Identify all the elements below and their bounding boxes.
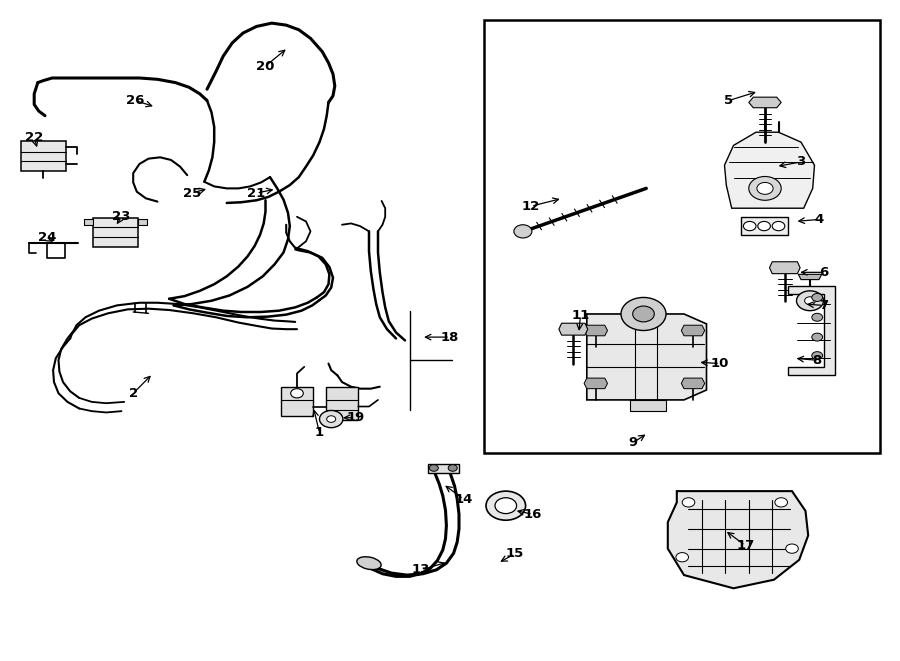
Circle shape — [805, 297, 815, 305]
Polygon shape — [559, 323, 588, 335]
Text: 17: 17 — [736, 539, 754, 552]
Text: 24: 24 — [38, 231, 56, 245]
Polygon shape — [741, 217, 788, 235]
Text: 6: 6 — [819, 266, 828, 279]
Circle shape — [775, 498, 788, 507]
Polygon shape — [584, 378, 608, 389]
Circle shape — [796, 291, 824, 311]
Text: 22: 22 — [25, 131, 43, 144]
Polygon shape — [326, 387, 358, 420]
Polygon shape — [724, 132, 814, 208]
Circle shape — [757, 182, 773, 194]
Polygon shape — [798, 274, 822, 280]
Circle shape — [495, 498, 517, 514]
Circle shape — [812, 313, 823, 321]
Text: 21: 21 — [248, 186, 266, 200]
Circle shape — [743, 221, 756, 231]
Polygon shape — [668, 491, 808, 588]
Bar — [484, 20, 880, 453]
Circle shape — [327, 416, 336, 422]
Text: 18: 18 — [441, 330, 459, 344]
Circle shape — [812, 293, 823, 301]
Polygon shape — [428, 464, 459, 473]
Text: 11: 11 — [572, 309, 590, 322]
Polygon shape — [587, 314, 707, 400]
Text: 7: 7 — [819, 299, 828, 312]
Circle shape — [676, 553, 688, 562]
Circle shape — [429, 465, 438, 471]
Text: 23: 23 — [112, 210, 130, 223]
Text: 20: 20 — [256, 59, 274, 73]
Text: 14: 14 — [454, 492, 472, 506]
Circle shape — [621, 297, 666, 330]
Circle shape — [633, 306, 654, 322]
Polygon shape — [681, 378, 705, 389]
Circle shape — [749, 176, 781, 200]
Text: 15: 15 — [506, 547, 524, 561]
Polygon shape — [630, 400, 666, 411]
Polygon shape — [681, 325, 705, 336]
Text: 19: 19 — [346, 411, 364, 424]
Polygon shape — [584, 325, 608, 336]
Text: 13: 13 — [412, 563, 430, 576]
Polygon shape — [84, 219, 93, 225]
Text: 4: 4 — [814, 213, 824, 226]
Text: 16: 16 — [524, 508, 542, 521]
Text: 26: 26 — [126, 94, 144, 107]
Circle shape — [786, 544, 798, 553]
Text: 8: 8 — [813, 354, 822, 367]
Text: 2: 2 — [129, 387, 138, 400]
Text: 9: 9 — [628, 436, 637, 449]
Text: 25: 25 — [183, 186, 201, 200]
Circle shape — [682, 498, 695, 507]
Polygon shape — [281, 387, 313, 416]
Circle shape — [812, 352, 823, 360]
Polygon shape — [749, 97, 781, 108]
Polygon shape — [770, 262, 800, 274]
Circle shape — [758, 221, 770, 231]
Polygon shape — [138, 219, 147, 225]
Circle shape — [486, 491, 526, 520]
Ellipse shape — [356, 557, 382, 570]
Polygon shape — [93, 218, 138, 247]
Text: 1: 1 — [315, 426, 324, 440]
Circle shape — [291, 389, 303, 398]
Circle shape — [320, 410, 343, 428]
Circle shape — [514, 225, 532, 238]
Polygon shape — [788, 286, 835, 375]
Circle shape — [772, 221, 785, 231]
Text: 10: 10 — [711, 357, 729, 370]
Polygon shape — [21, 141, 66, 171]
Circle shape — [812, 333, 823, 341]
Text: 5: 5 — [724, 94, 733, 107]
Text: 3: 3 — [796, 155, 806, 169]
Text: 12: 12 — [522, 200, 540, 213]
Circle shape — [448, 465, 457, 471]
